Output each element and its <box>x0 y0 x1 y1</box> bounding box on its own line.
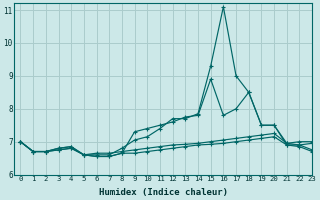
X-axis label: Humidex (Indice chaleur): Humidex (Indice chaleur) <box>99 188 228 197</box>
